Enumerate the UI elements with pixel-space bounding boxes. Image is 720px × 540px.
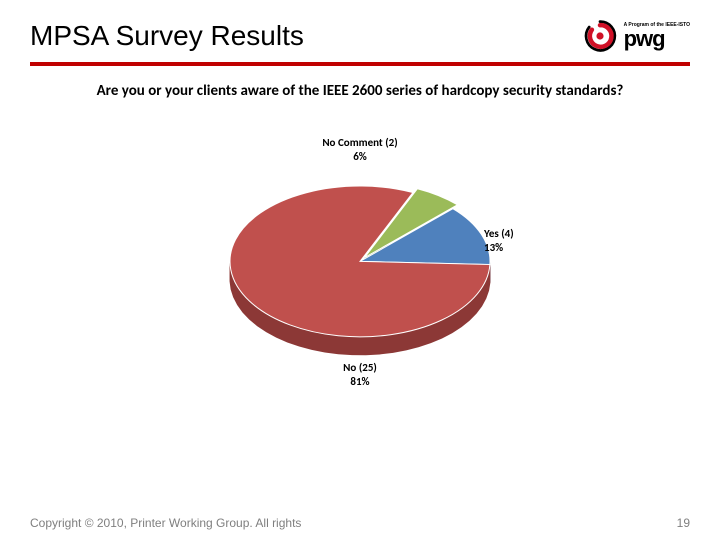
logo-text: pwg xyxy=(624,28,690,50)
pie-chart: No Comment (2)6%Yes (4)13%No (25)81% xyxy=(200,166,520,413)
copyright-text: Copyright © 2010, Printer Working Group.… xyxy=(30,516,301,530)
page-number: 19 xyxy=(677,516,690,530)
chart-title: Are you or your clients aware of the IEE… xyxy=(0,66,720,106)
pwg-logo: A Program of the IEEE-ISTO pwg xyxy=(582,18,690,54)
swirl-icon xyxy=(582,18,618,54)
slice-label: No (25)81% xyxy=(310,361,410,389)
slice-label: Yes (4)13% xyxy=(484,227,584,255)
page-title: MPSA Survey Results xyxy=(30,20,304,52)
chart-area: Are you or your clients aware of the IEE… xyxy=(0,66,720,486)
slice-label: No Comment (2)6% xyxy=(290,136,430,164)
